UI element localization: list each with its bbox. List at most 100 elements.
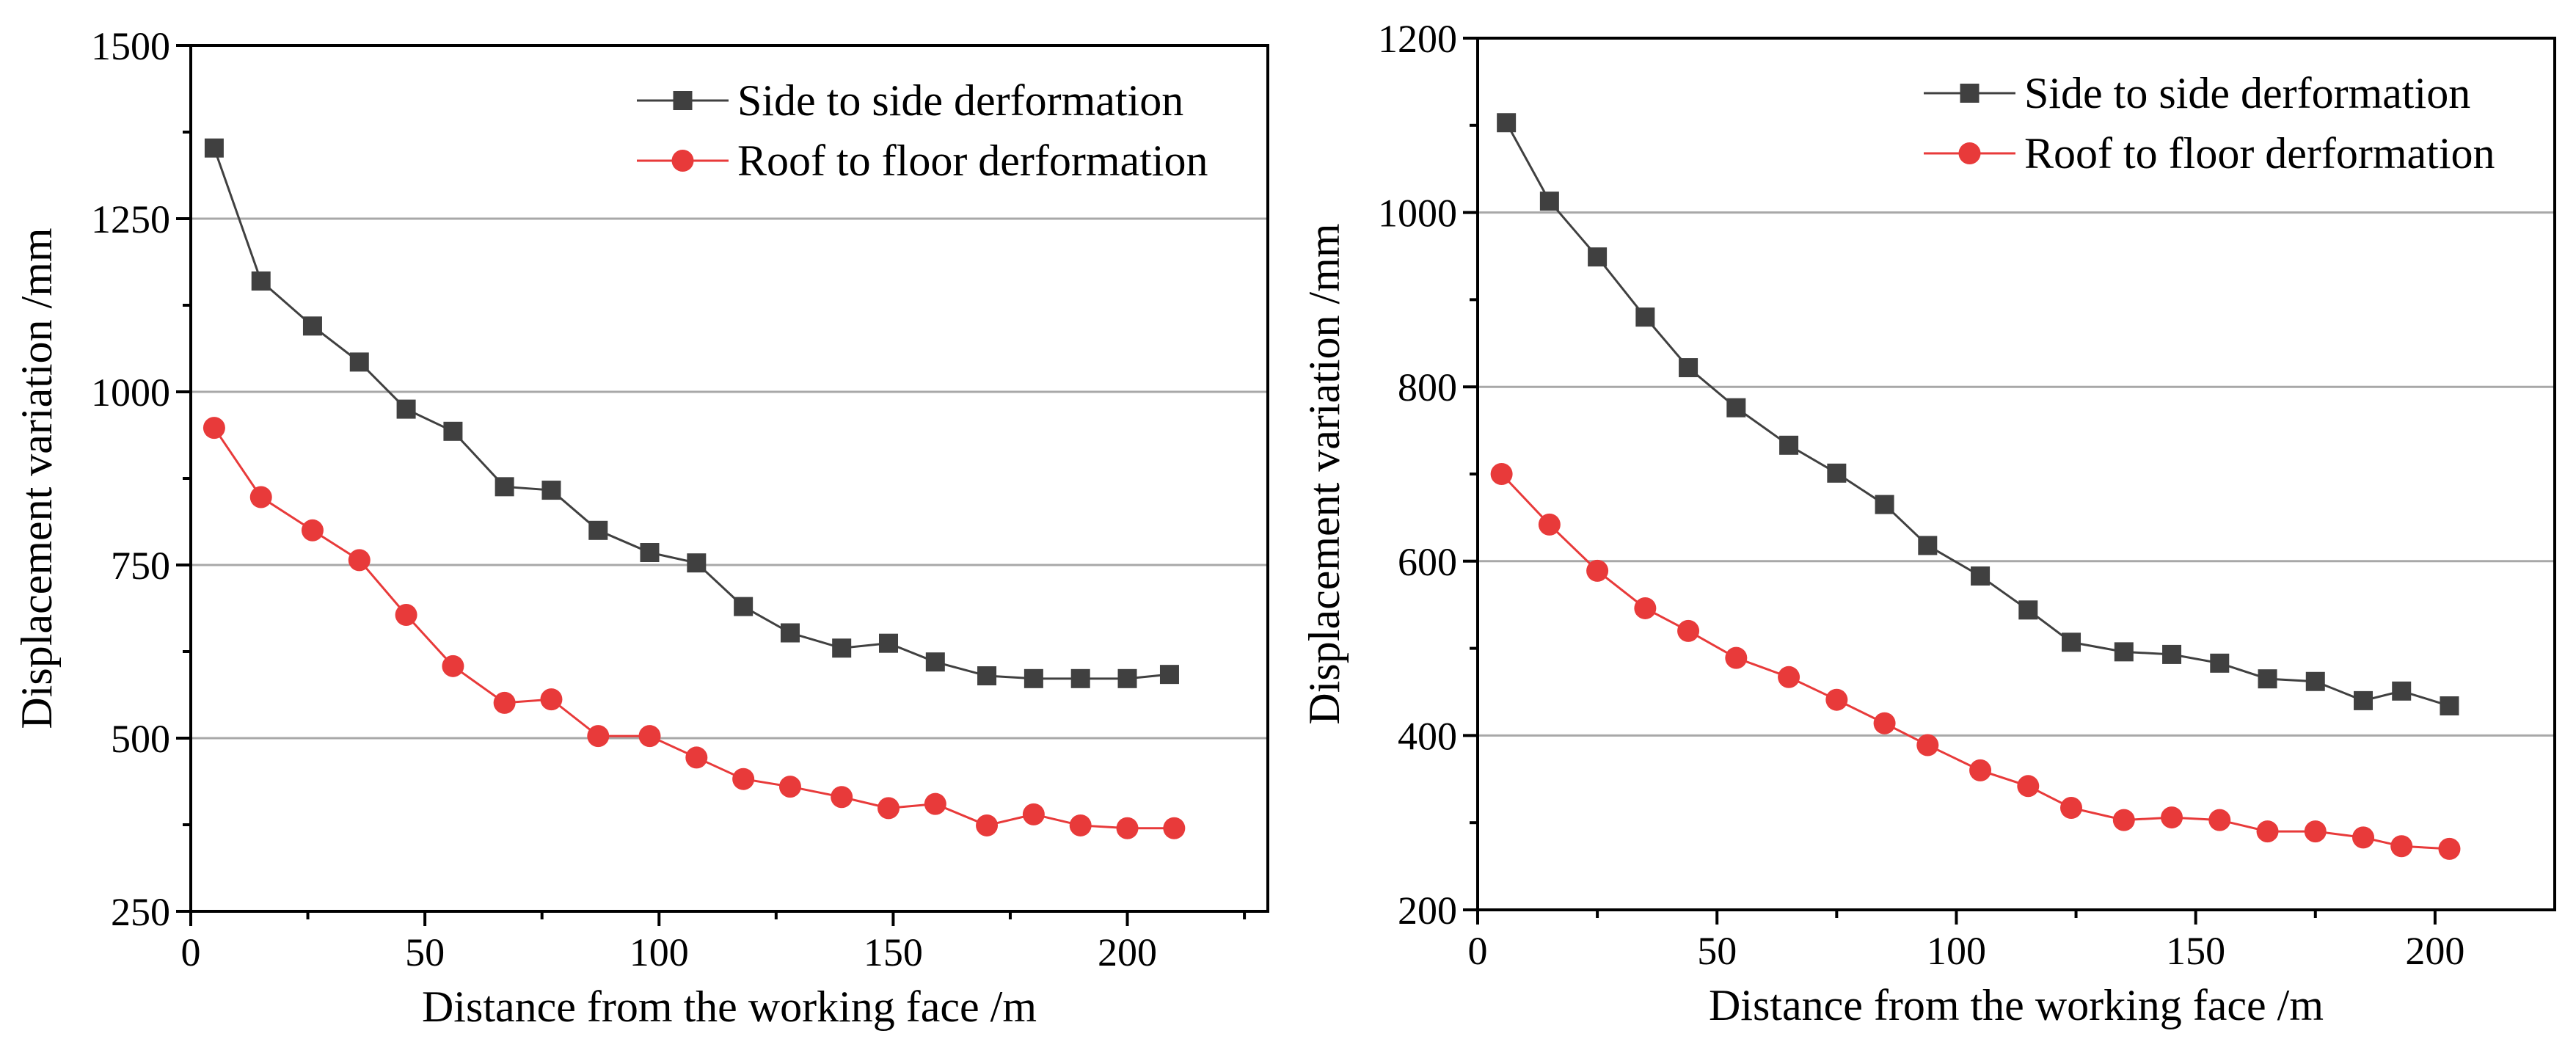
chart-1-series-1-point [1024, 668, 1043, 688]
chart-2-series-1-point [1827, 463, 1847, 483]
chart-2-series-1-point [2114, 642, 2134, 662]
chart-1-series-1-point [443, 421, 463, 441]
chart-2-y-tick-label: 1000 [1378, 192, 1457, 236]
chart-1-series-2-point [831, 786, 853, 809]
chart-2: 200 400 600 800 1000 1200 0 50 100 150 200 Distance… [1300, 17, 2556, 1029]
chart-1-series-2-point [442, 655, 464, 677]
chart-2-series-2-point [1916, 734, 1939, 756]
chart-2-series-2-point [1778, 666, 1800, 688]
chart-2-y-tick-label: 800 [1398, 365, 1457, 409]
chart-2-legend-label: Roof to floor derformation [2024, 129, 2495, 178]
chart-1-y-axis-title: Displacement variation /mm [12, 227, 61, 729]
chart-1-series-2-point [202, 417, 225, 440]
chart-1-y-tick-label: 500 [111, 717, 170, 761]
chart-1-legend: Side to side derformation Roof to floor d… [637, 76, 1208, 185]
chart-1-series-1-point [349, 352, 369, 372]
chart-1-series-1-point [780, 623, 800, 643]
chart-2-series-1-point [1539, 192, 1559, 211]
chart-1-series-1-point [879, 633, 899, 653]
chart-2-series-1-point [2062, 632, 2081, 652]
chart-2-series-1-point [2258, 669, 2277, 689]
chart-2-series-2-line [1500, 473, 2450, 850]
chart-2-x-tick-label: 0 [1468, 929, 1488, 973]
chart-2-series-1-point [1918, 536, 1938, 555]
chart-2-series-2-point [1969, 759, 1992, 781]
chart-2-series-1-point [2305, 671, 2325, 691]
chart-2-series-2-point [1490, 463, 1513, 485]
chart-2-series-2-point [2208, 809, 2231, 831]
chart-2-series-2-point [1873, 712, 1896, 734]
chart-2-series-1-point [2162, 644, 2182, 664]
chart-2-x-tick-label: 50 [1697, 929, 1737, 973]
chart-1-series-1-point [1117, 668, 1137, 688]
chart-2-series-2-point [1677, 619, 1700, 642]
chart-2-series-2-point [2112, 809, 2135, 831]
chart-1-series-2-point [778, 776, 801, 798]
chart-1-series-2-point [395, 603, 417, 626]
chart-1-series-1-point [495, 477, 514, 497]
chart-1-series-2-point [493, 691, 516, 714]
chart-1-series-2-point [587, 725, 610, 748]
chart-2-series-2-point [2438, 837, 2461, 860]
chart-1-y-tick-label: 250 [111, 890, 170, 934]
chart-2-series-2-point [2256, 820, 2279, 843]
chart-1-series-2-point [877, 797, 900, 820]
chart-2-series-2-point [2390, 835, 2413, 858]
chart-2-series-2-point [1825, 688, 1848, 711]
chart-2-series-2-point [2352, 826, 2375, 849]
chart-1-x-tick-label: 100 [630, 930, 689, 974]
chart-2-series-2-point [2060, 797, 2083, 820]
chart-1-series-2-point [1163, 817, 1186, 839]
chart-1-series-1-point [541, 481, 561, 500]
chart-2-series-1-point [1679, 358, 1699, 378]
chart-1-series-2-point [638, 725, 661, 748]
chart-1-x-tick-label: 150 [864, 930, 923, 974]
chart-1-series-2-point [685, 746, 708, 769]
chart-1-series-2-point [540, 688, 563, 711]
chart-1-series-2-point [301, 519, 324, 542]
chart-1-series-1-point [687, 553, 707, 573]
chart-1-x-tick-label: 50 [405, 930, 445, 974]
chart-1-x-axis-title: Distance from the working face /m [422, 982, 1037, 1031]
chart-1-series-1-point [204, 138, 224, 158]
chart-2-x-axis-title: Distance from the working face /m [1709, 981, 2324, 1029]
chart-1-series-1-point [832, 638, 852, 658]
chart-1-series-2-point [976, 814, 999, 836]
chart-1-series-1-point [734, 597, 754, 616]
chart-2-y-tick-label: 600 [1398, 540, 1457, 584]
chart-2-x-tick-label: 100 [1927, 929, 1986, 973]
chart-2-legend-marker [1960, 84, 1980, 103]
chart-1-legend-label: Side to side derformation [737, 76, 1183, 125]
chart-1-series-2-point [348, 549, 371, 572]
chart-2-series-2-point [2161, 806, 2183, 829]
chart-1-legend-marker [671, 150, 694, 172]
chart-2-series-2-point [1725, 646, 1748, 669]
chart-1-legend-marker [673, 91, 693, 110]
chart-2-y-tick-label: 1200 [1378, 17, 1457, 61]
chart-2-legend-marker [1958, 142, 1981, 164]
chart-2-series-1-point [1635, 307, 1655, 327]
chart-1-y-tick-label: 750 [111, 544, 170, 588]
chart-2-series-1-point [2354, 690, 2374, 710]
chart-1-series-1-point [640, 543, 660, 563]
chart-2-series-1-point [1588, 247, 1608, 267]
chart-2-series-1-point [1971, 566, 1991, 586]
chart-2-x-tick-label: 200 [2405, 929, 2464, 973]
chart-1-series-2-point [249, 486, 272, 508]
chart-1-x-tick-label: 200 [1098, 930, 1157, 974]
chart-2-x-tick-label: 150 [2166, 929, 2225, 973]
chart-2-series-1-point [2440, 696, 2459, 716]
chart-2-series-1-point [1875, 495, 1894, 514]
chart-1: 250 500 750 1000 1250 1500 0 50 100 150 200 Distanc… [12, 24, 1269, 1031]
chart-2-series-1-point [1779, 435, 1799, 455]
chart-1-series-2-point [1069, 814, 1092, 836]
chart-1-series-2-point [1022, 803, 1045, 825]
chart-1-series-2-point [732, 768, 755, 790]
chart-2-series-2-point [1538, 513, 1561, 536]
chart-2-series-1-point [2210, 653, 2230, 673]
chart-2-y-tick-label: 200 [1398, 889, 1457, 933]
chart-1-series-2-point [1116, 817, 1139, 839]
chart-2-series-2-point [2304, 820, 2327, 843]
chart-1-series-1-point [302, 316, 322, 336]
